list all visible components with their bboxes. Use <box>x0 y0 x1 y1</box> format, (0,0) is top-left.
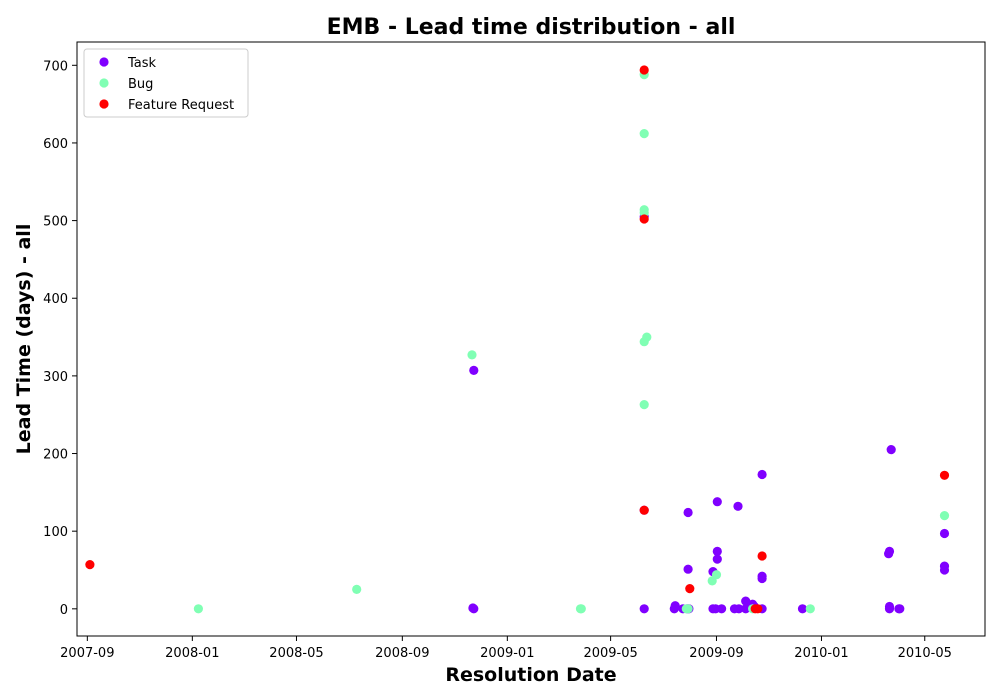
data-point <box>683 507 693 518</box>
legend-label-bug: Bug <box>128 77 153 92</box>
data-point <box>717 604 727 614</box>
data-point <box>741 596 751 606</box>
data-point <box>711 570 722 580</box>
y-axis-label: Lead Time (days) - all <box>13 224 35 455</box>
y-tick-label: 200 <box>43 448 68 463</box>
data-point <box>884 546 895 557</box>
data-point <box>639 400 649 410</box>
data-point <box>939 510 950 521</box>
data-point <box>683 564 693 574</box>
legend: Task Bug Feature Request <box>83 48 249 118</box>
x-tick-label: 2008-05 <box>269 646 323 661</box>
data-point <box>757 551 767 561</box>
data-point <box>670 601 680 611</box>
data-point <box>712 546 722 557</box>
x-tick-label: 2010-05 <box>898 646 952 661</box>
y-tick-label: 700 <box>43 59 68 74</box>
data-point <box>639 129 649 139</box>
x-tick-label: 2009-05 <box>583 646 637 661</box>
y-tick-label: 500 <box>43 215 68 230</box>
legend-marker-feature-request <box>99 99 109 109</box>
data-point <box>734 604 744 614</box>
data-point <box>895 604 905 614</box>
y-tick-label: 300 <box>43 370 68 385</box>
data-point <box>639 214 649 224</box>
data-point <box>642 332 652 342</box>
data-point <box>884 604 895 614</box>
legend-marker-bug <box>99 78 109 88</box>
axes-frame <box>76 41 986 637</box>
x-tick-label: 2009-09 <box>689 646 743 661</box>
chart-title: EMB - Lead time distribution - all <box>327 15 736 40</box>
data-point <box>939 528 950 539</box>
data-point <box>712 497 722 507</box>
x-tick-label: 2008-09 <box>375 646 429 661</box>
x-axis-label: Resolution Date <box>445 664 616 686</box>
x-tick-label: 2007-09 <box>60 646 114 661</box>
data-point <box>683 604 693 614</box>
x-tick-label: 2009-01 <box>480 646 534 661</box>
data-point <box>886 445 896 455</box>
data-point <box>753 604 763 614</box>
x-tick-label: 2010-01 <box>794 646 848 661</box>
data-point <box>939 470 950 480</box>
data-point <box>576 604 586 614</box>
data-point <box>467 350 477 360</box>
data-point <box>733 501 743 511</box>
data-point <box>757 469 767 480</box>
legend-box <box>83 48 249 118</box>
legend-label-feature-request: Feature Request <box>128 98 234 113</box>
data-point <box>85 560 95 570</box>
data-point <box>805 604 815 614</box>
data-point <box>469 365 479 375</box>
y-tick-label: 100 <box>43 525 68 540</box>
data-point <box>712 554 722 564</box>
x-tick-label: 2008-01 <box>165 646 219 661</box>
y-tick-label: 600 <box>43 137 68 152</box>
y-tick-label: 0 <box>60 603 68 618</box>
legend-label-task: Task <box>127 56 157 71</box>
data-point <box>193 604 203 614</box>
data-point <box>639 604 649 614</box>
data-point <box>685 584 695 594</box>
data-point <box>741 604 751 614</box>
data-point <box>757 573 767 584</box>
data-point <box>939 565 950 575</box>
data-point <box>639 65 649 75</box>
data-point <box>352 584 362 595</box>
series-feature-request <box>85 65 950 614</box>
data-point <box>797 604 808 614</box>
plot-area: 2007-09 2008-01 2008-05 2008-09 2009-01 2009-… <box>43 41 986 661</box>
y-tick-label: 400 <box>43 292 68 307</box>
data-point <box>469 604 479 614</box>
data-point <box>639 505 649 515</box>
legend-marker-task <box>99 57 109 67</box>
